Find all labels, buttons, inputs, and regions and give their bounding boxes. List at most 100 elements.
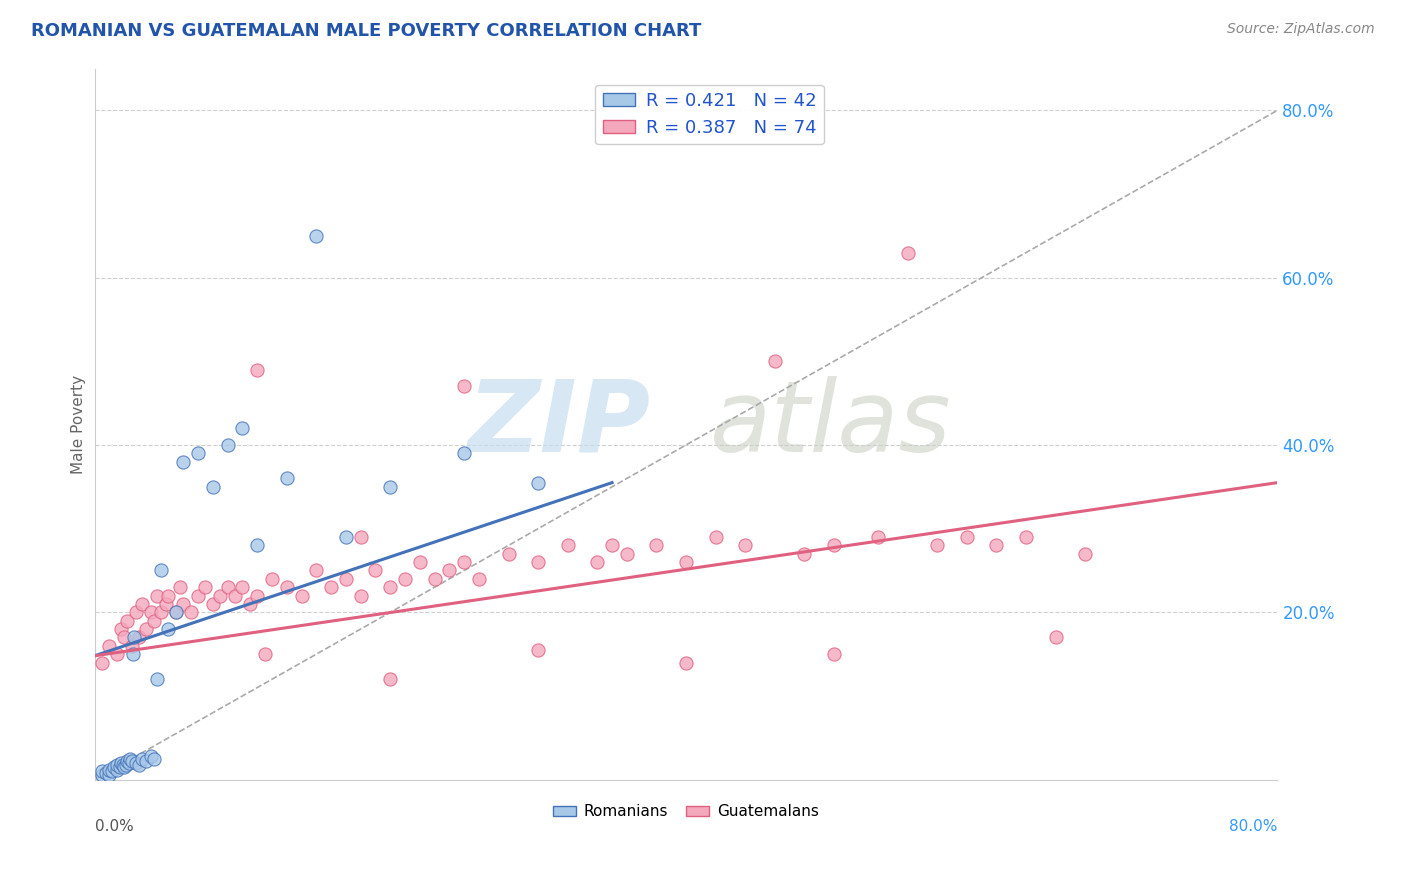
Point	[108, 760, 131, 774]
Point	[91, 768, 114, 782]
Point	[527, 643, 550, 657]
Point	[105, 757, 128, 772]
Point	[121, 754, 143, 768]
Point	[124, 631, 146, 645]
Point	[231, 580, 253, 594]
Point	[453, 379, 475, 393]
Point	[187, 446, 209, 460]
Point	[110, 756, 132, 770]
Point	[321, 580, 343, 594]
Point	[868, 530, 890, 544]
Point	[423, 572, 446, 586]
Point	[1015, 530, 1038, 544]
Point	[105, 647, 128, 661]
Point	[380, 480, 402, 494]
Point	[793, 547, 815, 561]
Point	[246, 362, 269, 376]
Point	[557, 538, 579, 552]
Text: 80.0%: 80.0%	[1229, 819, 1278, 834]
Point	[121, 639, 143, 653]
Point	[246, 538, 269, 552]
Point	[224, 589, 246, 603]
Point	[155, 597, 177, 611]
Point	[142, 752, 165, 766]
Point	[364, 564, 387, 578]
Point	[98, 639, 121, 653]
Point	[201, 597, 224, 611]
Point	[246, 589, 269, 603]
Point	[169, 580, 191, 594]
Point	[231, 421, 253, 435]
Point	[115, 614, 138, 628]
Point	[305, 564, 328, 578]
Point	[139, 749, 162, 764]
Point	[131, 597, 153, 611]
Point	[276, 471, 298, 485]
Point	[131, 752, 153, 766]
Point	[135, 622, 157, 636]
Point	[350, 530, 373, 544]
Point	[675, 555, 697, 569]
Point	[586, 555, 609, 569]
Point	[645, 538, 668, 552]
Point	[122, 647, 145, 661]
Point	[734, 538, 756, 552]
Legend: Romanians, Guatemalans: Romanians, Guatemalans	[547, 798, 825, 825]
Point	[125, 756, 148, 770]
Point	[253, 647, 276, 661]
Point	[239, 597, 262, 611]
Point	[139, 605, 162, 619]
Text: ROMANIAN VS GUATEMALAN MALE POVERTY CORRELATION CHART: ROMANIAN VS GUATEMALAN MALE POVERTY CORR…	[31, 22, 702, 40]
Point	[98, 767, 121, 781]
Point	[111, 758, 134, 772]
Point	[172, 597, 194, 611]
Point	[157, 589, 180, 603]
Point	[172, 455, 194, 469]
Point	[927, 538, 949, 552]
Point	[453, 555, 475, 569]
Point	[112, 760, 135, 774]
Point	[380, 580, 402, 594]
Point	[217, 438, 239, 452]
Point	[763, 354, 786, 368]
Point	[91, 764, 114, 779]
Point	[823, 538, 845, 552]
Point	[439, 564, 461, 578]
Point	[150, 564, 173, 578]
Point	[897, 245, 920, 260]
Point	[128, 757, 150, 772]
Point	[527, 475, 550, 490]
Point	[157, 622, 180, 636]
Point	[823, 647, 845, 661]
Point	[128, 631, 150, 645]
Point	[145, 672, 167, 686]
Point	[409, 555, 432, 569]
Point	[125, 605, 148, 619]
Point	[115, 754, 138, 768]
Point	[209, 589, 232, 603]
Point	[600, 538, 623, 552]
Point	[527, 555, 550, 569]
Point	[180, 605, 202, 619]
Point	[165, 605, 187, 619]
Point	[98, 763, 121, 777]
Point	[453, 446, 475, 460]
Point	[350, 589, 373, 603]
Text: atlas: atlas	[710, 376, 952, 473]
Text: ZIP: ZIP	[468, 376, 651, 473]
Point	[986, 538, 1008, 552]
Point	[114, 757, 136, 772]
Point	[335, 572, 357, 586]
Point	[335, 530, 357, 544]
Point	[276, 580, 298, 594]
Point	[498, 547, 520, 561]
Point	[135, 754, 157, 768]
Point	[142, 614, 165, 628]
Point	[91, 656, 114, 670]
Point	[105, 763, 128, 777]
Point	[468, 572, 491, 586]
Point	[260, 572, 283, 586]
Point	[120, 752, 142, 766]
Point	[1074, 547, 1097, 561]
Point	[117, 756, 139, 770]
